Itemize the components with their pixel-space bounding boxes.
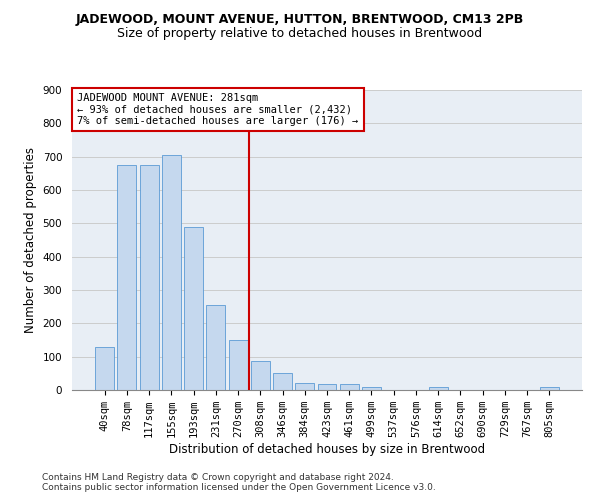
Bar xyxy=(118,165,136,390)
Bar xyxy=(429,388,448,390)
Bar xyxy=(229,340,248,390)
Bar xyxy=(295,382,314,390)
Bar xyxy=(184,226,203,390)
Bar xyxy=(162,155,181,390)
Bar xyxy=(540,386,559,390)
Bar xyxy=(95,346,114,390)
Bar xyxy=(251,360,270,390)
Bar xyxy=(140,165,158,390)
Bar xyxy=(362,386,381,390)
Bar xyxy=(340,384,359,390)
Bar xyxy=(317,384,337,390)
Bar xyxy=(206,305,225,390)
Bar xyxy=(273,374,292,390)
Text: JADEWOOD MOUNT AVENUE: 281sqm
← 93% of detached houses are smaller (2,432)
7% of: JADEWOOD MOUNT AVENUE: 281sqm ← 93% of d… xyxy=(77,93,358,126)
Text: JADEWOOD, MOUNT AVENUE, HUTTON, BRENTWOOD, CM13 2PB: JADEWOOD, MOUNT AVENUE, HUTTON, BRENTWOO… xyxy=(76,12,524,26)
Text: Contains public sector information licensed under the Open Government Licence v3: Contains public sector information licen… xyxy=(42,484,436,492)
Text: Size of property relative to detached houses in Brentwood: Size of property relative to detached ho… xyxy=(118,28,482,40)
X-axis label: Distribution of detached houses by size in Brentwood: Distribution of detached houses by size … xyxy=(169,443,485,456)
Y-axis label: Number of detached properties: Number of detached properties xyxy=(24,147,37,333)
Text: Contains HM Land Registry data © Crown copyright and database right 2024.: Contains HM Land Registry data © Crown c… xyxy=(42,474,394,482)
